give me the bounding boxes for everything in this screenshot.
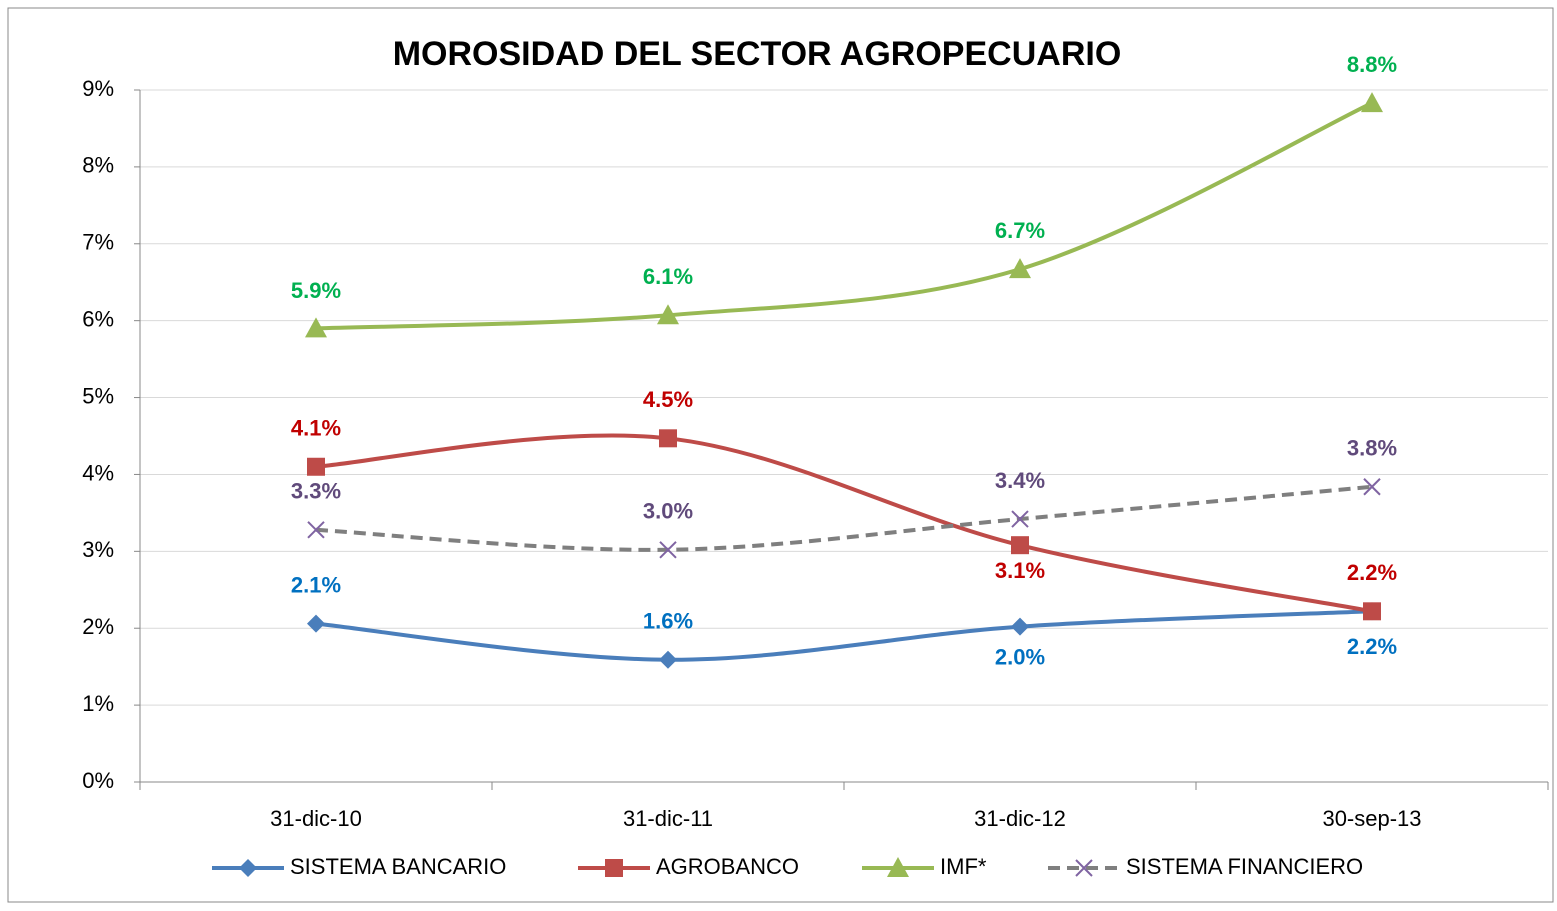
- series-line: [315, 609, 1373, 662]
- y-tick-label: 7%: [82, 230, 114, 255]
- data-label: 3.3%: [291, 479, 341, 504]
- legend-marker: [605, 859, 623, 877]
- x-tick-label: 30-sep-13: [1322, 806, 1421, 831]
- data-label: 4.1%: [291, 416, 341, 441]
- data-label: 3.8%: [1347, 436, 1397, 461]
- chart-border: [7, 7, 1554, 903]
- data-point: [305, 317, 327, 338]
- y-tick-label: 2%: [82, 614, 114, 639]
- data-label: 2.0%: [995, 644, 1045, 669]
- y-tick-label: 0%: [82, 768, 114, 793]
- data-point: [307, 614, 325, 633]
- data-point: [659, 541, 677, 559]
- series-line: [315, 101, 1373, 331]
- y-tick-label: 3%: [82, 537, 114, 562]
- y-tick-label: 5%: [82, 383, 114, 408]
- data-label: 6.1%: [643, 264, 693, 289]
- legend-marker: [239, 859, 257, 877]
- chart-title: MOROSIDAD DEL SECTOR AGROPECUARIO: [393, 35, 1122, 73]
- data-point: [659, 650, 677, 669]
- legend-item: AGROBANCO: [578, 854, 799, 879]
- data-label: 2.2%: [1347, 634, 1397, 659]
- legend-label: SISTEMA BANCARIO: [290, 854, 506, 879]
- y-tick-label: 4%: [82, 460, 114, 485]
- data-point: [1363, 602, 1381, 621]
- data-point: [1011, 510, 1029, 528]
- y-tick-label: 8%: [82, 153, 114, 178]
- data-label: 6.7%: [995, 218, 1045, 243]
- legend-label: SISTEMA FINANCIERO: [1126, 854, 1363, 879]
- data-label: 4.5%: [643, 387, 693, 412]
- series-line: [315, 484, 1373, 552]
- data-label: 3.4%: [995, 468, 1045, 493]
- y-tick-label: 6%: [82, 306, 114, 331]
- x-tick-label: 31-dic-12: [974, 806, 1066, 831]
- legend-marker: [887, 857, 909, 877]
- data-label: 8.8%: [1347, 52, 1397, 77]
- data-point: [307, 457, 325, 476]
- y-tick-label: 9%: [82, 76, 114, 101]
- data-point: [659, 429, 677, 448]
- data-label: 2.1%: [291, 572, 341, 597]
- legend-label: AGROBANCO: [656, 854, 799, 879]
- x-tick-label: 31-dic-10: [270, 806, 362, 831]
- data-point: [1361, 92, 1383, 113]
- data-label: 2.2%: [1347, 560, 1397, 585]
- data-point: [1011, 536, 1029, 555]
- data-point: [657, 304, 679, 325]
- data-label: 1.6%: [643, 609, 693, 634]
- data-point: [1009, 258, 1031, 279]
- data-point: [1011, 617, 1029, 636]
- x-tick-label: 31-dic-11: [623, 806, 713, 831]
- legend-item: IMF*: [862, 854, 987, 879]
- data-point: [1363, 478, 1381, 496]
- data-label: 3.1%: [995, 558, 1045, 583]
- legend-marker: [1075, 859, 1093, 877]
- data-label: 5.9%: [291, 278, 341, 303]
- data-point: [307, 521, 325, 539]
- legend-item: SISTEMA FINANCIERO: [1048, 854, 1363, 879]
- data-label: 3.0%: [643, 499, 693, 524]
- legend-label: IMF*: [940, 854, 987, 879]
- y-tick-label: 1%: [82, 691, 114, 716]
- legend-item: SISTEMA BANCARIO: [212, 854, 506, 879]
- series-line: [315, 433, 1373, 614]
